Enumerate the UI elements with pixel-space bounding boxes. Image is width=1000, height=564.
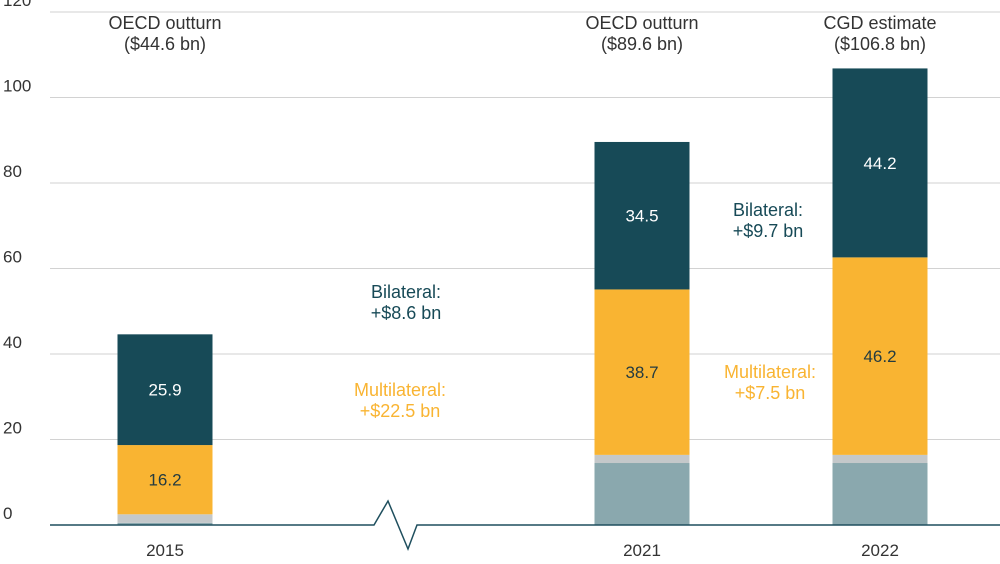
annotation-label: Bilateral: bbox=[371, 282, 441, 302]
bar-segment bbox=[117, 334, 213, 446]
annotation-label: +$9.7 bn bbox=[733, 221, 804, 241]
data-label: 38.7 bbox=[625, 363, 658, 382]
bar-segment bbox=[832, 454, 928, 464]
bar-header-label: ($89.6 bn) bbox=[601, 34, 683, 54]
bar-header-label: ($106.8 bn) bbox=[834, 34, 926, 54]
bar-segment bbox=[594, 141, 690, 290]
bar-header-label: OECD outturn bbox=[108, 13, 221, 33]
bar-segment bbox=[594, 454, 690, 464]
y-tick-label: 60 bbox=[3, 248, 22, 267]
bar-segment bbox=[594, 463, 690, 525]
annotation-label: Bilateral: bbox=[733, 200, 803, 220]
data-label: 25.9 bbox=[148, 381, 181, 400]
y-tick-label: 40 bbox=[3, 333, 22, 352]
bar-segment bbox=[832, 257, 928, 455]
x-tick-label: 2022 bbox=[861, 541, 899, 560]
x-axis bbox=[50, 499, 1000, 552]
annotation-label: Multilateral: bbox=[724, 362, 816, 382]
bar-segment bbox=[117, 514, 213, 523]
x-tick-label: 2021 bbox=[623, 541, 661, 560]
bar-header-label: ($44.6 bn) bbox=[124, 34, 206, 54]
y-tick-label: 0 bbox=[3, 504, 12, 523]
x-axis-line-with-break bbox=[50, 499, 1000, 552]
bar-header-label: CGD estimate bbox=[823, 13, 936, 33]
annotation-label: Multilateral: bbox=[354, 380, 446, 400]
x-tick-label: 2015 bbox=[146, 541, 184, 560]
y-tick-label: 100 bbox=[3, 77, 31, 96]
data-label: 34.5 bbox=[625, 207, 658, 226]
annotation-label: +$7.5 bn bbox=[735, 383, 806, 403]
bar-segment bbox=[117, 522, 213, 525]
y-axis-ticks: 0 20 40 60 80 100 120 bbox=[3, 0, 31, 523]
bar-segment bbox=[832, 68, 928, 258]
y-tick-label: 20 bbox=[3, 419, 22, 438]
bar-header-label: OECD outturn bbox=[585, 13, 698, 33]
data-label: 46.2 bbox=[863, 347, 896, 366]
annotation-label: +$8.6 bn bbox=[371, 303, 442, 323]
x-axis-ticks: 2015 2021 2022 bbox=[146, 541, 899, 560]
data-label: 44.2 bbox=[863, 154, 896, 173]
bars: 16.2 25.9 38.7 34.5 46.2 44.2 bbox=[117, 68, 928, 525]
bar-segment bbox=[594, 289, 690, 455]
data-label: 16.2 bbox=[148, 471, 181, 490]
bar-segment bbox=[832, 463, 928, 525]
y-tick-label: 80 bbox=[3, 162, 22, 181]
annotation-label: +$22.5 bn bbox=[360, 401, 441, 421]
bar-headers: OECD outturn($44.6 bn)OECD outturn($89.6… bbox=[108, 13, 936, 54]
y-tick-label: 120 bbox=[3, 0, 31, 10]
bar-segment bbox=[117, 445, 213, 515]
